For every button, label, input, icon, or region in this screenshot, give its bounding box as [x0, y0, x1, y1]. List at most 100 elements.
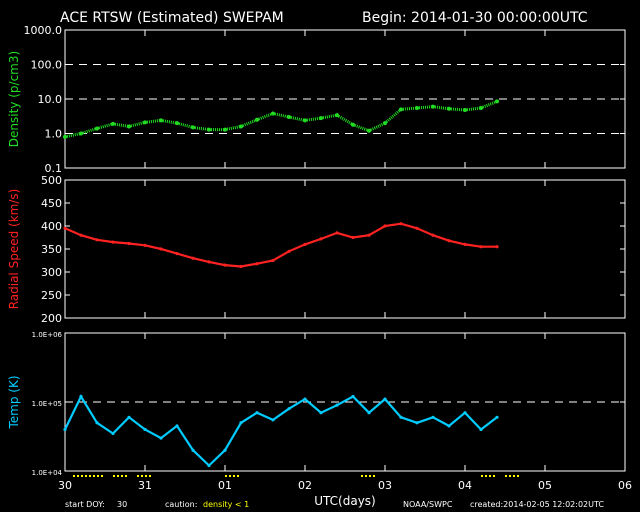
- speed-point: [479, 245, 483, 249]
- temp-point: [159, 436, 163, 440]
- density-trace: [64, 132, 82, 139]
- data-series: [63, 99, 499, 468]
- density-trace: [400, 106, 418, 111]
- x-tick-label: 02: [298, 479, 312, 492]
- y-tick-label: 1000.0: [24, 24, 63, 37]
- temp-point: [319, 411, 323, 415]
- speed-point: [415, 226, 419, 230]
- y-tick-label: 300: [41, 266, 62, 279]
- speed-point: [63, 226, 67, 230]
- x-tick-label: 03: [378, 479, 392, 492]
- y-tick-label: 1.0E+04: [32, 469, 63, 477]
- speed-point: [223, 263, 227, 267]
- speed-point: [319, 237, 323, 241]
- created-timestamp: created:2014-02-05 12:02:02UTC: [470, 500, 604, 509]
- density-trace: [368, 121, 386, 133]
- y-tick-label: 1.0: [45, 128, 63, 141]
- y-tick-label: 100.0: [31, 59, 63, 72]
- temp-point: [447, 424, 451, 428]
- temp-point: [111, 431, 115, 436]
- density-trace: [96, 122, 114, 130]
- y-tick-label: 500: [41, 174, 62, 187]
- x-tick-label: 06: [618, 479, 632, 492]
- y-tick-label: 400: [41, 220, 62, 233]
- temp-point: [351, 394, 355, 399]
- density-trace: [416, 105, 434, 110]
- speed-panel-frame: [64, 179, 626, 319]
- density-trace: [288, 115, 306, 122]
- density-trace: [336, 113, 354, 126]
- density-trace: [144, 118, 162, 124]
- density-trace: [256, 112, 274, 122]
- speed-point: [191, 256, 195, 260]
- speed-point: [143, 243, 147, 247]
- temp-series-line: [64, 394, 498, 468]
- y-tick-label: 1.0E+06: [32, 331, 63, 339]
- density-point: [495, 99, 499, 104]
- temp-point: [479, 427, 483, 432]
- temp-ylabel: Temp (K): [7, 375, 21, 429]
- caution-value: density < 1: [203, 500, 249, 509]
- y-tick-label: 10.0: [38, 93, 63, 106]
- speed-point: [399, 222, 403, 226]
- speed-point: [159, 247, 163, 251]
- temp-point: [255, 411, 259, 415]
- density-trace: [352, 123, 370, 133]
- temp-point: [191, 448, 195, 452]
- density-trace: [192, 125, 210, 132]
- temp-point: [79, 394, 83, 399]
- x-tick-label: 04: [458, 479, 472, 492]
- temp-point: [415, 421, 419, 425]
- temp-point: [127, 415, 131, 419]
- speed-point: [495, 245, 499, 249]
- density-trace: [480, 100, 498, 110]
- start-doy-value: 30: [117, 500, 127, 509]
- speed-point: [175, 252, 179, 256]
- temp-point: [207, 463, 211, 468]
- temp-point: [175, 424, 179, 428]
- speed-point: [239, 264, 243, 269]
- temp-point: [399, 415, 403, 419]
- y-tick-label: 200: [41, 312, 62, 325]
- x-tick-label: 30: [58, 479, 72, 492]
- temp-point: [367, 411, 371, 415]
- y-tick-label: 1.0E+05: [32, 400, 62, 408]
- caution-label: caution:: [165, 500, 197, 509]
- start-doy-label: start DOY:: [65, 500, 105, 509]
- speed-point: [127, 241, 131, 246]
- temp-point: [239, 421, 243, 425]
- x-tick-label: 01: [218, 479, 232, 492]
- y-tick-label: 250: [41, 289, 62, 302]
- speed-point: [79, 233, 83, 237]
- temp-point: [303, 397, 307, 401]
- temp-point: [143, 427, 147, 432]
- y-tick-label: 350: [41, 243, 62, 256]
- density-trace: [448, 107, 466, 112]
- density-trace: [272, 112, 290, 119]
- temp-point: [95, 421, 99, 425]
- density-ylabel: Density (p/cm3): [7, 51, 21, 147]
- temp-point: [431, 415, 435, 419]
- density-trace: [128, 120, 146, 128]
- y-tick-label: 450: [41, 197, 62, 210]
- speed-point: [447, 239, 451, 243]
- dashed-reference-lines: [65, 64, 625, 403]
- density-trace: [176, 121, 194, 129]
- x-tick-label: 05: [538, 479, 552, 492]
- x-tick-label: 31: [138, 479, 152, 492]
- temp-point: [271, 418, 275, 422]
- density-trace: [432, 105, 450, 111]
- density-trace: [304, 116, 322, 122]
- speed-point: [287, 249, 291, 253]
- density-trace: [240, 118, 258, 128]
- speed-point: [367, 233, 371, 237]
- speed-point: [303, 242, 307, 246]
- chart-title: ACE RTSW (Estimated) SWEPAM: [60, 10, 284, 26]
- speed-point: [335, 231, 339, 235]
- temp-point: [223, 448, 227, 452]
- temp-point: [383, 397, 387, 401]
- speed-point: [255, 262, 259, 266]
- speed-point: [351, 235, 355, 240]
